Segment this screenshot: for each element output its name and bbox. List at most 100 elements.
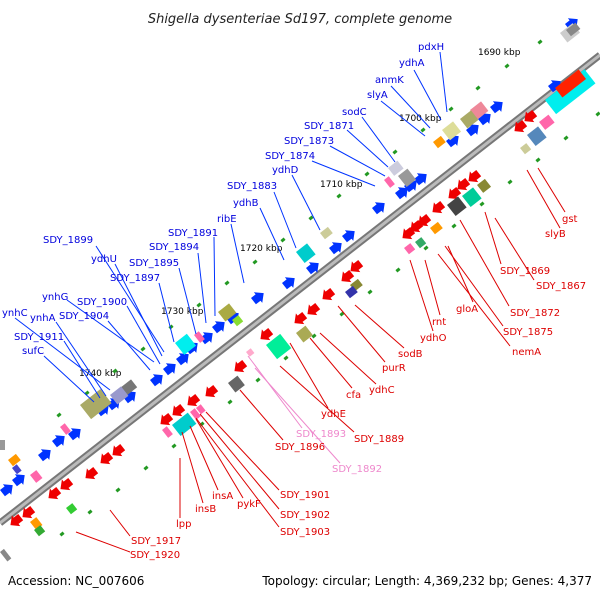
gene-label-rnt[interactable]: rnt <box>432 317 446 328</box>
gene-arrow[interactable] <box>488 97 507 116</box>
gene-arrow[interactable] <box>56 476 75 495</box>
gene-label-cfa[interactable]: cfa <box>346 390 361 401</box>
gene-label-gst[interactable]: gst <box>562 214 578 225</box>
gene-arrow[interactable] <box>183 392 202 411</box>
gene-arrow[interactable] <box>464 120 483 139</box>
gene-block[interactable] <box>433 135 446 149</box>
gene-block[interactable] <box>387 160 404 176</box>
gene-label-ydhE[interactable]: ydhE <box>321 409 346 420</box>
gene-label-SDY_1874[interactable]: SDY_1874 <box>265 151 315 162</box>
gene-label-SDY_1899[interactable]: SDY_1899 <box>43 235 93 246</box>
gene-block[interactable] <box>79 388 112 420</box>
gene-block[interactable] <box>0 440 5 450</box>
gene-arrow[interactable] <box>108 442 127 461</box>
gene-arrow[interactable] <box>304 258 323 277</box>
gene-block[interactable] <box>174 333 197 355</box>
gene-arrow[interactable] <box>36 445 55 464</box>
gene-label-slyB[interactable]: slyB <box>545 229 566 240</box>
gene-label-SDY_1897[interactable]: SDY_1897 <box>110 273 160 284</box>
gene-arrow[interactable] <box>318 286 337 305</box>
gene-label-SDY_1893[interactable]: SDY_1893 <box>296 429 346 440</box>
gene-arrow[interactable] <box>510 118 529 137</box>
gene-label-SDY_1891[interactable]: SDY_1891 <box>168 228 218 239</box>
gene-label-SDY_1875[interactable]: SDY_1875 <box>503 327 553 338</box>
gene-block[interactable] <box>30 470 43 483</box>
gene-label-ydhC[interactable]: ydhC <box>369 385 395 396</box>
gene-arrow[interactable] <box>10 470 29 489</box>
gene-block[interactable] <box>189 408 201 420</box>
gene-arrow[interactable] <box>156 411 175 430</box>
gene-block[interactable] <box>110 386 129 405</box>
gene-arrow[interactable] <box>340 226 359 245</box>
gene-arrow[interactable] <box>18 504 37 523</box>
gene-block[interactable] <box>383 176 395 188</box>
gene-arrow[interactable] <box>464 168 483 187</box>
gene-label-SDY_1920[interactable]: SDY_1920 <box>130 550 180 561</box>
gene-block[interactable] <box>228 375 245 393</box>
gene-label-anmK[interactable]: anmK <box>375 75 404 86</box>
gene-arrow[interactable] <box>224 308 243 327</box>
gene-label-SDY_1903[interactable]: SDY_1903 <box>280 527 330 538</box>
gene-arrow[interactable] <box>398 225 417 244</box>
gene-block[interactable] <box>196 404 206 415</box>
gene-block[interactable] <box>33 525 46 537</box>
gene-block[interactable] <box>8 453 21 467</box>
gene-arrow[interactable] <box>148 370 167 389</box>
gene-arrow[interactable] <box>414 212 433 231</box>
gene-arrow[interactable] <box>210 317 229 336</box>
gene-label-ydhU[interactable]: ydhU <box>91 254 117 265</box>
gene-block[interactable] <box>296 243 316 264</box>
gene-label-ydhB[interactable]: ydhB <box>233 198 259 209</box>
gene-block[interactable] <box>345 285 358 299</box>
gene-label-sufC[interactable]: sufC <box>22 346 44 357</box>
gene-label-sodB[interactable]: sodB <box>398 349 423 360</box>
gene-arrow[interactable] <box>201 383 220 402</box>
gene-arrow[interactable] <box>393 183 412 202</box>
gene-arrow[interactable] <box>546 76 565 95</box>
gene-block[interactable] <box>0 548 12 562</box>
gene-label-SDY_1892[interactable]: SDY_1892 <box>332 464 382 475</box>
gene-block[interactable] <box>12 464 22 475</box>
gene-block[interactable] <box>232 315 244 327</box>
gene-label-ynhA[interactable]: ynhA <box>30 313 56 324</box>
gene-arrow[interactable] <box>370 198 389 217</box>
gene-label-SDY_1902[interactable]: SDY_1902 <box>280 510 330 521</box>
gene-label-ynhG[interactable]: ynhG <box>42 292 68 303</box>
gene-arrow[interactable] <box>346 258 365 277</box>
gene-label-SDY_1917[interactable]: SDY_1917 <box>131 536 181 547</box>
gene-arrow[interactable] <box>249 288 268 307</box>
gene-block[interactable] <box>296 325 313 343</box>
gene-label-ydhA[interactable]: ydhA <box>399 58 425 69</box>
gene-block[interactable] <box>246 348 255 357</box>
gene-arrow[interactable] <box>337 268 356 287</box>
gene-label-SDY_1872[interactable]: SDY_1872 <box>510 308 560 319</box>
gene-block[interactable] <box>462 187 482 208</box>
gene-arrow[interactable] <box>81 465 100 484</box>
gene-arrow[interactable] <box>412 169 431 188</box>
gene-label-ribE[interactable]: ribE <box>217 214 237 225</box>
gene-label-SDY_1871[interactable]: SDY_1871 <box>304 121 354 132</box>
gene-arrow[interactable] <box>280 273 299 292</box>
gene-block[interactable] <box>566 22 581 37</box>
gene-label-purR[interactable]: purR <box>382 363 406 374</box>
gene-arrow[interactable] <box>0 480 17 499</box>
gene-label-SDY_1869[interactable]: SDY_1869 <box>500 266 550 277</box>
gene-arrow[interactable] <box>476 109 495 128</box>
gene-block[interactable] <box>398 168 417 188</box>
gene-arrow[interactable] <box>66 424 85 443</box>
gene-label-SDY_1895[interactable]: SDY_1895 <box>129 258 179 269</box>
gene-arrow[interactable] <box>121 387 140 406</box>
gene-label-SDY_1900[interactable]: SDY_1900 <box>77 297 127 308</box>
gene-label-ydhD[interactable]: ydhD <box>272 165 299 176</box>
gene-label-SDY_1873[interactable]: SDY_1873 <box>284 136 334 147</box>
gene-block[interactable] <box>59 423 71 435</box>
gene-block[interactable] <box>470 101 489 120</box>
gene-block[interactable] <box>218 303 237 322</box>
gene-label-gloA[interactable]: gloA <box>456 304 478 315</box>
gene-arrow[interactable] <box>44 485 63 504</box>
gene-label-lpp[interactable]: lpp <box>176 519 191 530</box>
gene-block[interactable] <box>171 412 197 437</box>
gene-arrow[interactable] <box>96 450 115 469</box>
gene-arrow[interactable] <box>428 199 447 218</box>
gene-arrow[interactable] <box>406 218 425 237</box>
